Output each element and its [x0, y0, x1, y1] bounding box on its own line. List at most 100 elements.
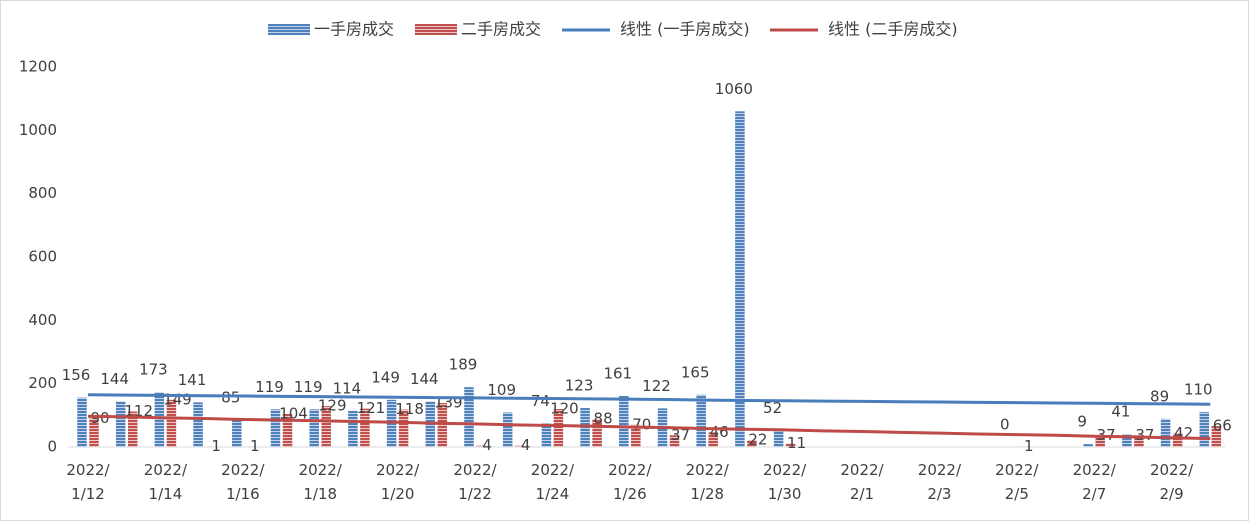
bar: [1083, 444, 1093, 447]
bar: [669, 435, 680, 447]
data-label: 22: [748, 431, 767, 449]
bar: [77, 397, 87, 447]
bar: [154, 392, 165, 447]
data-label: 112: [124, 402, 153, 420]
data-label: 121: [357, 399, 386, 417]
data-label: 90: [90, 409, 109, 427]
data-label: 70: [632, 415, 651, 433]
data-label: 165: [681, 363, 710, 381]
data-label: 114: [333, 379, 362, 397]
data-label: 89: [1150, 387, 1169, 405]
data-label: 119: [255, 378, 284, 396]
bar: [553, 409, 564, 447]
bar: [502, 412, 513, 447]
x-tick-label: 2022/1/22: [453, 461, 497, 503]
data-label: 109: [487, 381, 516, 399]
data-label: 0: [1000, 416, 1010, 434]
bar: [89, 418, 99, 447]
legend-label: 二手房成交: [461, 20, 541, 39]
bar: [708, 432, 718, 447]
data-label: 149: [371, 368, 400, 386]
bar: [166, 399, 177, 447]
y-tick-label: 0: [47, 438, 57, 456]
x-tick-label: 2022/1/20: [376, 461, 420, 503]
bar: [282, 414, 293, 447]
trend-line: [87, 393, 1211, 406]
x-tick-label: 2022/2/1: [840, 461, 884, 503]
bar: [309, 409, 319, 447]
data-label: 129: [318, 397, 347, 415]
trend-line: [87, 414, 1211, 440]
data-label: 9: [1077, 413, 1087, 431]
y-tick-label: 800: [28, 184, 57, 202]
x-tick-label: 2022/1/16: [221, 461, 265, 503]
bar: [360, 408, 370, 447]
legend: 一手房成交 二手房成交 线性 (一手房成交) 线性 (二手房成交): [268, 20, 958, 39]
data-label: 149: [163, 390, 192, 408]
data-label: 74: [531, 392, 550, 410]
y-tick-label: 1000: [19, 121, 57, 139]
legend-label: 一手房成交: [314, 20, 394, 39]
bar: [348, 410, 358, 447]
y-tick-label: 400: [28, 311, 57, 329]
data-label: 189: [449, 356, 478, 374]
x-tick-label: 2022/1/26: [608, 461, 652, 503]
data-label: 4: [482, 436, 492, 454]
bar: [773, 430, 784, 447]
data-label: 173: [139, 361, 168, 379]
x-tick-label: 2022/2/7: [1073, 461, 1117, 503]
data-label: 66: [1213, 417, 1232, 435]
x-tick-label: 2022/1/14: [144, 461, 188, 503]
data-label: 156: [62, 366, 91, 384]
bar: [747, 440, 757, 447]
bar: [1172, 433, 1183, 447]
bar: [580, 408, 590, 447]
data-label: 37: [671, 426, 690, 444]
data-label: 110: [1184, 381, 1213, 399]
data-label: 144: [100, 370, 129, 388]
data-label: 1: [250, 437, 260, 455]
data-label: 52: [763, 399, 782, 417]
data-label: 120: [550, 400, 579, 418]
legend-swatch: [268, 24, 310, 35]
data-label: 1060: [715, 80, 753, 98]
x-tick-label: 2022/1/28: [686, 461, 730, 503]
bar: [398, 409, 409, 447]
bar: [127, 411, 138, 447]
bar: [1160, 418, 1171, 447]
data-label: 88: [594, 410, 613, 428]
x-tick-label: 2022/1/12: [66, 461, 110, 503]
y-tick-label: 200: [28, 374, 57, 392]
bar: [232, 420, 242, 447]
bar: [1199, 412, 1210, 447]
data-label: 141: [178, 371, 207, 389]
data-label: 37: [1135, 426, 1154, 444]
bar: [193, 402, 203, 447]
data-label: 161: [603, 365, 632, 383]
data-label: 37: [1097, 426, 1116, 444]
data-label: 118: [395, 400, 424, 418]
bar: [1122, 434, 1132, 447]
legend-swatch: [415, 24, 457, 35]
y-tick-label: 1200: [19, 58, 57, 76]
legend-label: 线性 (二手房成交): [828, 20, 958, 39]
data-label: 1: [1024, 437, 1034, 455]
x-tick-label: 2022/1/18: [299, 461, 343, 503]
x-tick-label: 2022/2/5: [995, 461, 1039, 503]
x-tick-label: 2022/2/3: [918, 461, 962, 503]
data-label: 122: [642, 377, 671, 395]
x-tick-label: 2022/2/9: [1150, 461, 1194, 503]
data-label: 123: [565, 377, 594, 395]
bar: [437, 402, 448, 447]
bar: [785, 443, 796, 447]
data-label: 104: [279, 405, 308, 423]
data-label: 11: [787, 434, 806, 452]
data-label: 41: [1111, 403, 1130, 421]
bar: [735, 111, 745, 447]
bar: [541, 423, 552, 447]
data-label: 1: [211, 437, 221, 455]
bar: [619, 396, 629, 447]
data-label: 4: [521, 436, 531, 454]
bar: [270, 409, 281, 447]
